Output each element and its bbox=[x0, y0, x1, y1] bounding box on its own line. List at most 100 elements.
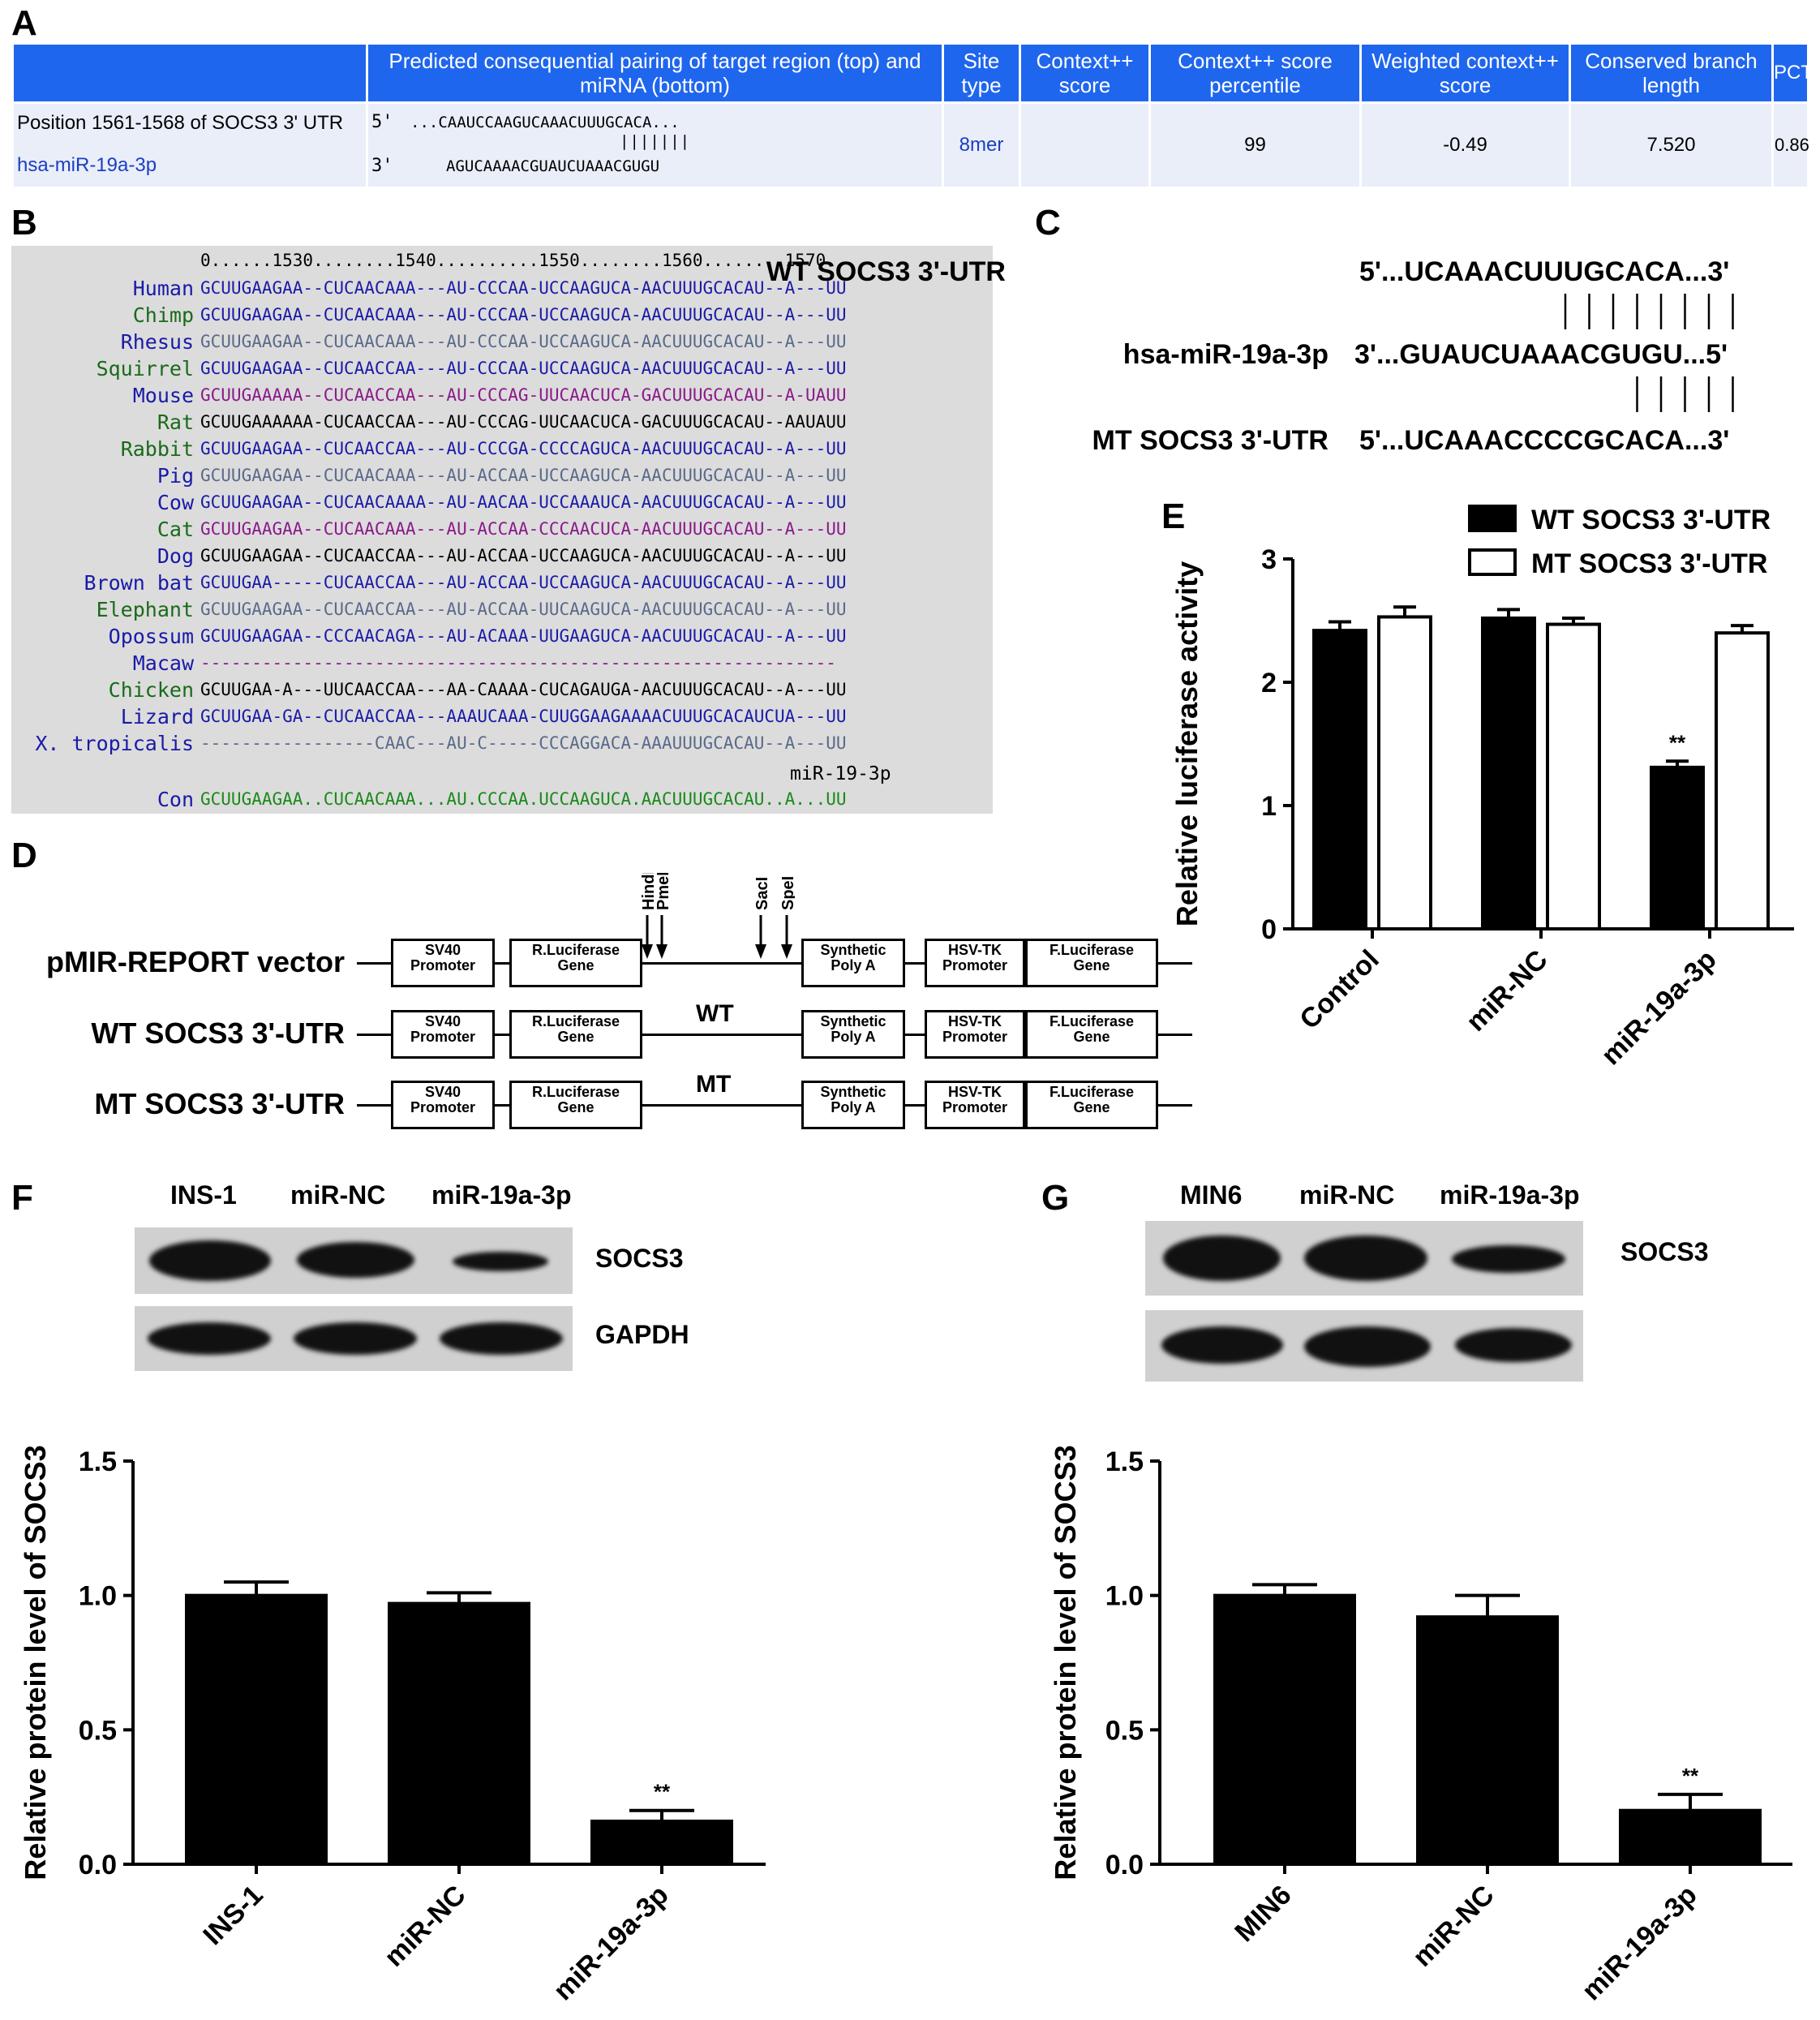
construct-backbone-line bbox=[357, 962, 1192, 965]
y-tick-label: 1.0 bbox=[79, 1581, 117, 1612]
species-sequence: GCUUGAAGAA--CUCAACCAA---AU-ACCAA-UUCAAGU… bbox=[200, 600, 847, 619]
y-axis-label: Relative luciferase activity bbox=[1170, 561, 1204, 926]
box-line-1: HSV-TK bbox=[947, 1013, 1002, 1029]
box-line-1: Synthetic bbox=[820, 942, 886, 958]
y-tick-label: 1.5 bbox=[79, 1446, 117, 1477]
mirna-name: hsa-miR-19a-3p bbox=[1122, 339, 1329, 370]
blot-f-gapdh-band-1 bbox=[148, 1322, 271, 1355]
panel-label-a: A bbox=[11, 3, 37, 43]
cell-pct: 0.86 bbox=[1771, 101, 1809, 189]
x-tick-label: INS-1 bbox=[197, 1880, 268, 1951]
panel-label-e: E bbox=[1161, 496, 1186, 536]
cell-pairing: 5' ...CAAUCCAAGUCAAACUUUGCACA... |||||||… bbox=[366, 101, 944, 189]
sv40-promoter-box: SV40 Promoter bbox=[391, 1010, 495, 1059]
restriction-site-label: SacI bbox=[753, 877, 771, 910]
box-line-2: Gene bbox=[557, 1099, 595, 1115]
species-sequence: GCUUGAAGAA--CCCAACAGA---AU-ACAAA-UUGAAGU… bbox=[200, 626, 847, 646]
box-line-1: F.Luciferase bbox=[1049, 1013, 1135, 1029]
species-name: Mouse bbox=[132, 384, 194, 407]
mirna-sequence: AGUCAAAACGUAUCUAAACGUGU bbox=[446, 157, 660, 175]
box-line-2: Gene bbox=[1073, 1029, 1110, 1045]
bar bbox=[1546, 622, 1601, 930]
bar bbox=[1377, 615, 1432, 930]
species-name: Rhesus bbox=[120, 330, 194, 354]
rluciferase-gene-box: R.Luciferase Gene bbox=[509, 1010, 642, 1059]
x-tick-label: miR-19a-3p bbox=[1595, 944, 1722, 1071]
box-line-2: Poly A bbox=[831, 957, 876, 973]
blot-g-loading-strip bbox=[1145, 1310, 1583, 1382]
legend-swatch bbox=[1468, 548, 1517, 576]
x-tick-label: miR-NC bbox=[1407, 1880, 1500, 1973]
bar bbox=[1312, 629, 1367, 930]
construct-backbone-line bbox=[357, 1034, 1192, 1036]
insert-label: MT bbox=[696, 1071, 732, 1098]
blot-f-lane-2: miR-NC bbox=[290, 1180, 386, 1210]
construct-backbone-line bbox=[357, 1104, 1192, 1107]
construct-name: WT SOCS3 3'-UTR bbox=[91, 1016, 345, 1050]
bar bbox=[1481, 616, 1536, 931]
bar bbox=[1650, 765, 1705, 930]
protein-level-chart-g: 0.0 0.5 1.0 1.5 Relative protein level of SO… bbox=[1049, 1445, 1792, 2006]
species-sequence: GCUUGAAGAA--CUCAACAAA---AU-CCCAA-UCCAAGU… bbox=[200, 305, 847, 324]
table-header-row: Predicted consequential pairing of targe… bbox=[11, 42, 1813, 104]
box-line-1: HSV-TK bbox=[947, 942, 1002, 958]
x-tick-label: miR-NC bbox=[1461, 944, 1554, 1038]
legend-swatch bbox=[1468, 505, 1517, 532]
bar bbox=[1416, 1615, 1559, 1866]
species-sequence: GCUUGAAGAA--CUCAACAAA---AU-ACCAA-UCCAAGU… bbox=[200, 466, 847, 485]
bar bbox=[1213, 1593, 1356, 1867]
species-name: Squirrel bbox=[96, 357, 194, 380]
mt-utr-seq: 5'...UCAAACCCCGCACA...3' bbox=[1359, 425, 1730, 456]
species-sequence: GCUUGAAGAA--CUCAACAAA---AU-ACCAA-CCCAACU… bbox=[200, 519, 847, 539]
x-tick-label: miR-19a-3p bbox=[1576, 1880, 1702, 2006]
fluciferase-gene-box: F.Luciferase Gene bbox=[1025, 939, 1158, 987]
x-tick-label: miR-NC bbox=[379, 1880, 472, 1973]
header-percentile: Context++ score percentile bbox=[1148, 42, 1362, 104]
species-sequence: GCUUGAA-GA--CUCAACCAA---AAAUCAAA-CUUGGAA… bbox=[200, 707, 847, 726]
species-name: Pig bbox=[157, 464, 194, 488]
arrow-head bbox=[755, 944, 766, 959]
bottom-prime: 3' bbox=[371, 156, 393, 176]
alignment-ruler: 0......1530........1540..........1550...… bbox=[200, 251, 847, 270]
targetscan-table-panel: Predicted consequential pairing of targe… bbox=[11, 42, 1813, 190]
box-line-2: Poly A bbox=[831, 1099, 876, 1115]
mirna-link[interactable]: hsa-miR-19a-3p bbox=[17, 154, 157, 176]
species-name: Cat bbox=[157, 518, 194, 541]
panel-label-c: C bbox=[1035, 203, 1061, 243]
box-line-2: Promoter bbox=[410, 1029, 475, 1045]
species-name: Cow bbox=[157, 491, 194, 514]
blot-g-lane-1: MIN6 bbox=[1180, 1180, 1243, 1210]
y-tick-label: 1.5 bbox=[1105, 1446, 1144, 1477]
y-tick-label: 1.0 bbox=[1105, 1581, 1144, 1612]
y-tick-label: 0.0 bbox=[1105, 1850, 1144, 1880]
legend-label: MT SOCS3 3'-UTR bbox=[1531, 548, 1767, 579]
base-pair-lines bbox=[1564, 294, 1734, 412]
box-line-2: Promoter bbox=[410, 1099, 475, 1115]
species-name: Rat bbox=[157, 410, 194, 434]
target-sequence: ...CAAUCCAAGUCAAACUUUGCACA... bbox=[410, 114, 680, 131]
box-line-1: SV40 bbox=[424, 1084, 461, 1100]
species-sequence: GCUUGAAAAAA-CUCAACCAA---AU-CCCAG-UUCAACU… bbox=[200, 412, 847, 432]
box-line-2: Poly A bbox=[831, 1029, 876, 1045]
y-tick-label: 2 bbox=[1261, 668, 1277, 698]
table-row: Position 1561-1568 of SOCS3 3' UTR hsa-m… bbox=[11, 101, 1809, 189]
bar bbox=[388, 1601, 530, 1866]
top-prime: 5' bbox=[371, 112, 393, 132]
cell-position: Position 1561-1568 of SOCS3 3' UTR hsa-m… bbox=[11, 101, 368, 189]
box-line-2: Gene bbox=[557, 1029, 595, 1045]
hsv-tk-promoter-box: HSV-TK Promoter bbox=[925, 1010, 1025, 1059]
arrow-head bbox=[642, 944, 653, 959]
cell-branch-length: 7.520 bbox=[1569, 101, 1774, 189]
legend-label: WT SOCS3 3'-UTR bbox=[1531, 505, 1771, 535]
header-pairing: Predicted consequential pairing of targe… bbox=[366, 42, 944, 104]
bar bbox=[1619, 1808, 1762, 1867]
blot-f-gapdh-band-3 bbox=[440, 1322, 563, 1355]
rluciferase-gene-box: R.Luciferase Gene bbox=[509, 1081, 642, 1129]
box-line-1: F.Luciferase bbox=[1049, 942, 1135, 958]
blot-f-socs3-strip bbox=[135, 1227, 573, 1294]
restriction-site-label: SpeI bbox=[779, 876, 795, 910]
fluciferase-gene-box: F.Luciferase Gene bbox=[1025, 1010, 1158, 1059]
blot-g-loading-band-3 bbox=[1455, 1328, 1572, 1362]
y-tick-label: 3 bbox=[1261, 544, 1277, 575]
blot-f-gapdh-strip bbox=[135, 1306, 573, 1371]
